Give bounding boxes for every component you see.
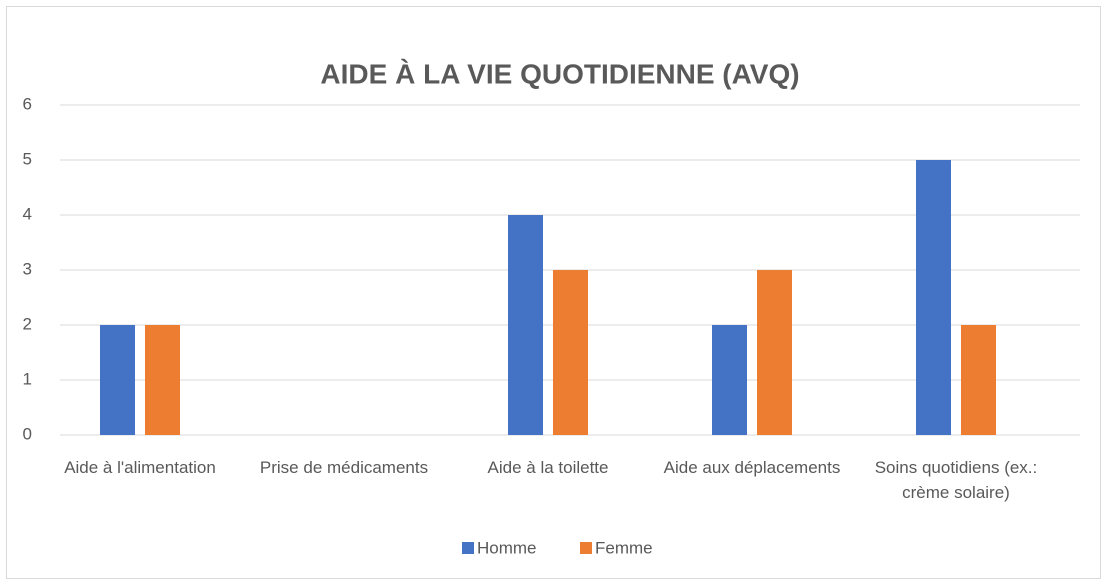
legend-swatch bbox=[580, 542, 592, 554]
bar bbox=[553, 270, 588, 435]
y-tick-label: 2 bbox=[23, 314, 32, 333]
legend-swatch bbox=[462, 542, 474, 554]
x-tick-label: Aide à l'alimentation bbox=[64, 458, 216, 477]
legend-label: Femme bbox=[595, 538, 653, 557]
y-tick-label: 0 bbox=[23, 424, 32, 443]
x-tick-label: Aide aux déplacements bbox=[663, 458, 841, 477]
bar bbox=[508, 215, 543, 435]
y-tick-label: 5 bbox=[23, 149, 32, 168]
bar bbox=[916, 160, 951, 435]
x-tick-label: Prise de médicaments bbox=[259, 458, 429, 477]
bar bbox=[757, 270, 792, 435]
y-tick-label: 6 bbox=[23, 94, 32, 113]
x-tick-label: Aide à la toilette bbox=[487, 458, 609, 477]
y-tick-label: 4 bbox=[23, 204, 32, 223]
bar bbox=[961, 325, 996, 435]
x-tick-label: Soins quotidiens (ex.: crème solaire) bbox=[874, 458, 1038, 502]
bar bbox=[712, 325, 747, 435]
legend-label: Homme bbox=[477, 538, 537, 557]
bar bbox=[100, 325, 135, 435]
chart-title: AIDE À LA VIE QUOTIDIENNE (AVQ) bbox=[320, 58, 799, 89]
bar bbox=[145, 325, 180, 435]
y-tick-label: 3 bbox=[23, 259, 32, 278]
y-tick-label: 1 bbox=[23, 369, 32, 388]
